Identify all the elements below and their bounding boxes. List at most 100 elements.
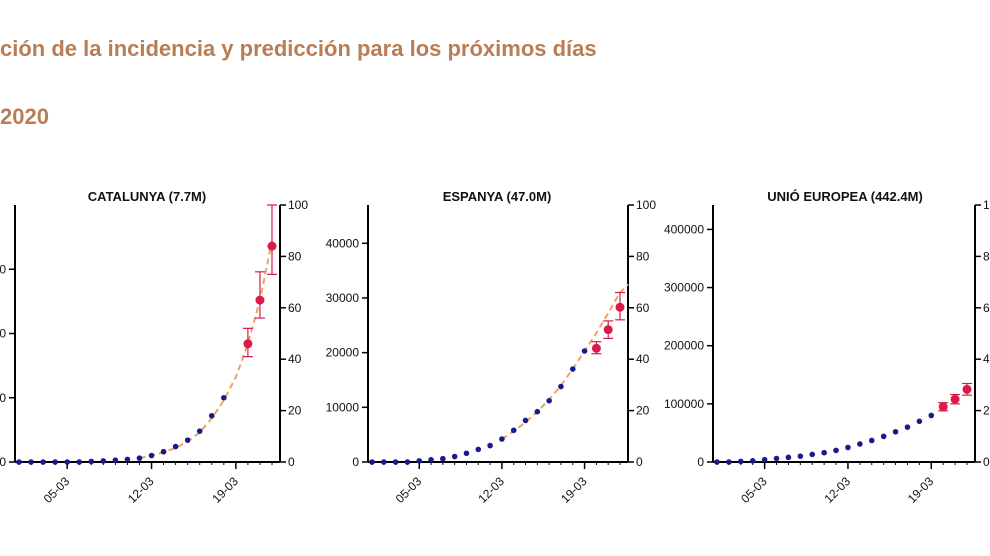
observed-point <box>487 442 493 449</box>
observed-point <box>100 458 107 464</box>
observed-point <box>381 459 387 465</box>
left-tick-label: 200000 <box>664 339 704 353</box>
left-tick-label: 30000 <box>326 291 360 305</box>
left-tick-label: 400000 <box>664 222 704 236</box>
right-tick-label: 0 <box>636 455 643 469</box>
right-tick-label: 20 <box>288 404 302 418</box>
x-tick-label: 12-03 <box>821 474 853 506</box>
right-tick-label: 6 <box>983 301 990 315</box>
observed-point <box>392 459 399 465</box>
right-tick-label: 100 <box>288 198 308 212</box>
left-tick-label: 0 <box>352 455 359 469</box>
right-tick-label: 4 <box>983 352 990 366</box>
predicted-point <box>603 325 613 335</box>
x-tick-label: 12-03 <box>475 474 507 506</box>
right-tick-label: 8 <box>983 249 990 263</box>
observed-point <box>52 459 58 465</box>
x-tick-label: 05-03 <box>738 474 770 506</box>
observed-point <box>112 457 119 464</box>
observed-point <box>428 457 434 463</box>
observed-point <box>499 436 505 442</box>
observed-point <box>404 459 411 465</box>
x-tick-label: 19-03 <box>905 474 937 506</box>
left-tick-label: 300000 <box>664 281 704 295</box>
right-tick-label: 0 <box>983 455 990 469</box>
observed-point <box>749 458 756 464</box>
observed-point <box>208 412 215 419</box>
left-tick-label: 0 <box>0 327 6 341</box>
predicted-point <box>267 241 277 251</box>
predicted-point <box>255 295 265 305</box>
trend-line <box>139 240 273 460</box>
right-tick-label: 1 <box>983 198 990 212</box>
predicted-point <box>615 302 625 312</box>
right-tick-label: 100 <box>636 198 656 212</box>
page-subtitle-year: 2020 <box>0 104 49 129</box>
left-tick-label: 0 <box>0 391 6 405</box>
left-tick-label: 20000 <box>326 346 360 360</box>
observed-point <box>160 448 167 455</box>
chart-1: CATALUNYA (7.7M) 0 0 0 0 0 20 40 60 80 100 05-03 12-… <box>0 189 308 506</box>
observed-point <box>928 412 935 419</box>
right-tick-label: 80 <box>288 249 302 263</box>
observed-point <box>124 456 131 463</box>
predicted-point <box>938 402 948 412</box>
observed-point <box>221 394 227 401</box>
x-tick-label: 12-03 <box>125 474 157 506</box>
observed-point <box>172 443 179 450</box>
observed-point <box>451 453 458 460</box>
right-tick-label: 60 <box>636 301 650 315</box>
left-tick-label: 0 <box>0 262 6 276</box>
observed-point <box>64 459 70 465</box>
observed-point <box>833 447 839 454</box>
observed-point <box>40 459 46 465</box>
observed-point <box>369 459 375 465</box>
observed-point <box>440 455 446 462</box>
observed-point <box>88 458 95 465</box>
observed-point <box>809 451 816 458</box>
observed-point <box>916 418 923 425</box>
right-tick-label: 40 <box>288 352 302 366</box>
observed-point <box>510 427 517 434</box>
chart-3: UNIÓ EUROPEA (442.4M) 0 100000 200000 300000… <box>664 189 990 506</box>
predicted-point <box>962 384 972 394</box>
observed-point <box>738 458 744 465</box>
chart-2: ESPANYA (47.0M) 0 10000 20000 30000 40000 0 20 4… <box>326 189 657 506</box>
x-tick-label: 05-03 <box>393 474 425 506</box>
observed-point <box>880 433 887 440</box>
right-tick-label: 0 <box>288 455 295 469</box>
observed-point <box>785 454 792 461</box>
observed-point <box>196 428 203 434</box>
x-tick-label: 05-03 <box>41 474 73 506</box>
observed-point <box>475 446 482 453</box>
observed-point <box>797 453 804 459</box>
left-tick-label: 0 <box>697 455 704 469</box>
x-tick-label: 19-03 <box>209 474 241 506</box>
observed-point <box>581 348 588 354</box>
observed-point <box>184 437 191 443</box>
right-tick-label: 60 <box>288 301 302 315</box>
left-tick-label: 10000 <box>326 400 360 414</box>
observed-point <box>726 459 732 465</box>
observed-point <box>534 408 541 415</box>
right-tick-label: 40 <box>636 352 650 366</box>
observed-point <box>416 458 423 464</box>
right-tick-label: 2 <box>983 404 990 418</box>
page-title: ción de la incidencia y predicción para … <box>0 36 597 61</box>
observed-point <box>136 455 143 461</box>
trend-line <box>501 283 629 440</box>
observed-point <box>904 424 911 430</box>
left-tick-label: 40000 <box>326 236 360 250</box>
predicted-point <box>950 394 960 404</box>
left-tick-label: 100000 <box>664 397 704 411</box>
observed-point <box>892 428 899 435</box>
observed-point <box>546 397 552 404</box>
observed-point <box>522 417 529 424</box>
observed-point <box>714 459 720 465</box>
observed-point <box>569 366 576 372</box>
observed-point <box>857 441 863 447</box>
right-tick-label: 20 <box>636 404 650 418</box>
x-tick-label: 19-03 <box>558 474 590 506</box>
right-tick-label: 80 <box>636 249 650 263</box>
